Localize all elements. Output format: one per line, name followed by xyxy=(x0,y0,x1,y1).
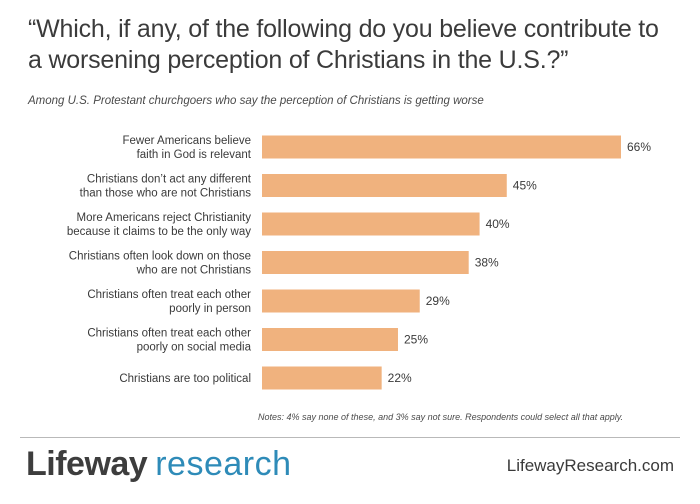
chart-notes: Notes: 4% say none of these, and 3% say … xyxy=(258,412,624,422)
value-label-1: 66% xyxy=(627,140,651,154)
value-label-3: 40% xyxy=(486,217,510,231)
value-label-6: 25% xyxy=(404,333,428,347)
chart-subtitle: Among U.S. Protestant churchgoers who sa… xyxy=(28,95,484,107)
bar-7 xyxy=(262,366,382,390)
bar-2 xyxy=(262,174,507,197)
category-label-3: More Americans reject Christianity becaus… xyxy=(67,212,251,238)
bar-5 xyxy=(262,289,420,313)
footer-divider xyxy=(20,437,680,438)
logo-brand: Lifeway xyxy=(26,445,148,483)
chart-title: “Which, if any, of the following do you … xyxy=(28,15,659,74)
category-label-6: Christians often treat each other poorly … xyxy=(87,328,251,354)
bar-chart: 66% Fewer Americans believe faith in God i… xyxy=(67,135,651,390)
lifeway-research-logo: Lifeway research xyxy=(26,444,292,484)
logo-research: research xyxy=(155,445,292,483)
bar-6 xyxy=(262,328,398,351)
value-label-2: 45% xyxy=(513,179,537,193)
value-label-5: 29% xyxy=(426,294,450,308)
category-label-1: Fewer Americans believe faith in God is r… xyxy=(123,135,252,161)
category-label-5: Christians often treat each other poorly … xyxy=(87,289,251,315)
category-label-4: Christians often look down on those who a… xyxy=(69,251,251,277)
category-label-2: Christians don’t act any different than t… xyxy=(80,174,252,200)
bar-3 xyxy=(262,212,480,236)
bar-4 xyxy=(262,251,469,274)
category-label-7: Christians are too political xyxy=(119,373,251,385)
bar-1 xyxy=(262,135,621,159)
value-label-7: 22% xyxy=(388,371,412,385)
website-link[interactable]: LifewayResearch.com xyxy=(506,456,674,475)
value-label-4: 38% xyxy=(475,256,499,270)
